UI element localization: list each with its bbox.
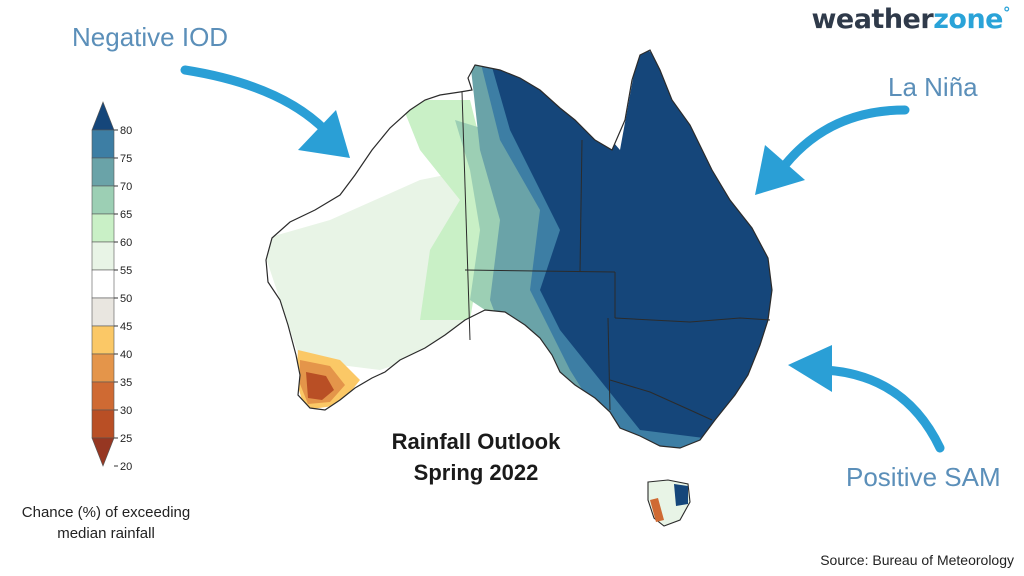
border-nsw-vic bbox=[609, 379, 713, 421]
legend-tick-label: 60 bbox=[120, 237, 132, 249]
map-title: Rainfall Outlook Spring 2022 bbox=[356, 426, 596, 488]
border-wa bbox=[461, 91, 471, 341]
map-title-line1: Rainfall Outlook bbox=[391, 429, 561, 454]
australia-coastline bbox=[265, 49, 773, 449]
legend-tick-label: 30 bbox=[120, 405, 132, 417]
logo-text-weather: weather bbox=[811, 4, 934, 35]
outlook-zone-25 bbox=[306, 372, 334, 400]
weatherzone-logo: weatherzone° bbox=[811, 4, 1011, 35]
legend-swatch bbox=[91, 437, 115, 467]
legend-tick-label: 75 bbox=[120, 153, 132, 165]
legend-swatch bbox=[91, 157, 115, 187]
state-borders bbox=[461, 91, 771, 421]
legend-caption-line1: Chance (%) of exceeding bbox=[21, 504, 191, 521]
tasmania-east-wet bbox=[674, 484, 688, 506]
callout-la-nina: La Niña bbox=[888, 72, 978, 102]
legend-swatch bbox=[91, 213, 115, 243]
arrow-positive-sam-head bbox=[788, 345, 832, 392]
legend-swatch bbox=[91, 409, 115, 439]
arrow-negative-iod bbox=[180, 65, 330, 135]
legend-tick-label: 70 bbox=[120, 181, 132, 193]
outlook-zone-55 bbox=[266, 170, 470, 370]
legend-swatch bbox=[91, 297, 115, 327]
legend-tick-label: 20 bbox=[120, 461, 132, 473]
border-nt-qld bbox=[579, 139, 583, 273]
border-sa-nsw-vic bbox=[607, 317, 611, 411]
legend-tick-label: 65 bbox=[120, 209, 132, 221]
map-title-line2: Spring 2022 bbox=[413, 460, 539, 485]
legend-swatch bbox=[91, 381, 115, 411]
legend-swatch bbox=[91, 101, 115, 131]
legend-tick-label: 35 bbox=[120, 377, 132, 389]
legend-tick-label: 25 bbox=[120, 433, 132, 445]
legend-swatch bbox=[91, 185, 115, 215]
source-credit: Source: Bureau of Meteorology bbox=[820, 552, 1014, 568]
logo-text-zone: zone bbox=[933, 4, 1003, 35]
legend-caption: Chance (%) of exceeding median rainfall bbox=[6, 502, 206, 544]
legend-swatch bbox=[91, 241, 115, 271]
arrow-positive-sam bbox=[820, 365, 945, 453]
border-nt-sa bbox=[464, 269, 616, 273]
legend-swatch bbox=[91, 129, 115, 159]
callout-arrows bbox=[180, 65, 945, 453]
legend-tick-label: 40 bbox=[120, 349, 132, 361]
legend-caption-line2: median rainfall bbox=[57, 525, 155, 542]
callout-positive-sam: Positive SAM bbox=[846, 462, 1001, 492]
arrow-negative-iod-head bbox=[298, 110, 350, 158]
legend-tick-label: 80 bbox=[120, 125, 132, 137]
legend-tick-label: 55 bbox=[120, 265, 132, 277]
arrow-la-nina bbox=[780, 105, 910, 170]
logo-degree-mark: ° bbox=[1003, 4, 1011, 22]
legend-colorbar: 80 75 70 65 60 55 50 45 40 35 30 25 20 bbox=[91, 101, 132, 473]
arrow-la-nina-head bbox=[755, 145, 805, 195]
legend-tick-label: 50 bbox=[120, 293, 132, 305]
legend-tick-label: 45 bbox=[120, 321, 132, 333]
border-qld-nsw bbox=[614, 317, 771, 323]
legend-swatch bbox=[91, 325, 115, 355]
legend-swatch bbox=[91, 269, 115, 299]
callout-negative-iod: Negative IOD bbox=[72, 22, 229, 52]
tasmania-west-dry bbox=[650, 498, 664, 522]
legend-swatch bbox=[91, 353, 115, 383]
